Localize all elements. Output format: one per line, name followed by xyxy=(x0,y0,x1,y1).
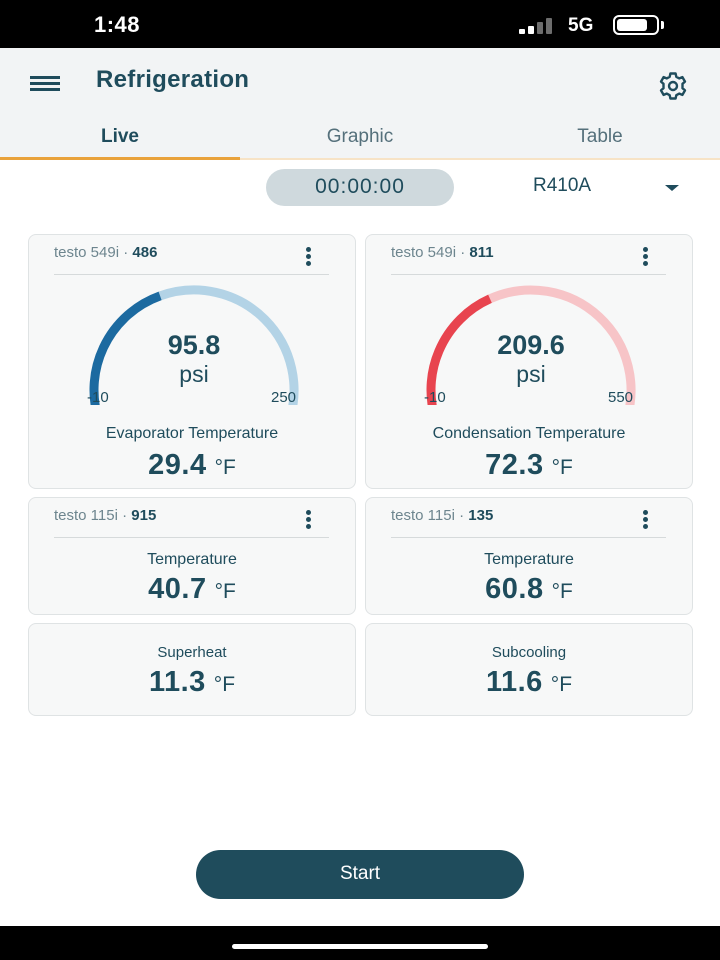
measurement-label: Evaporator Temperature xyxy=(105,425,279,442)
home-indicator[interactable] xyxy=(232,944,488,949)
gauge-value: 209.6 xyxy=(497,330,565,360)
device-separator: · xyxy=(460,244,466,261)
more-options-icon[interactable] xyxy=(301,245,317,267)
temperature-card-1: testo 115i · 915 Temperature 40.7 °F xyxy=(28,497,356,615)
superheat-card: Superheat 11.3 °F xyxy=(28,623,356,716)
temperature-card-2: testo 115i · 135 Temperature 60.8 °F xyxy=(365,497,693,615)
dropdown-arrow-icon[interactable] xyxy=(665,185,679,191)
pressure-gauge-arc xyxy=(426,285,636,405)
app-header: Refrigeration Live Graphic Table xyxy=(0,48,720,160)
measurement-label: Superheat xyxy=(157,644,227,661)
device-serial: 486 xyxy=(132,244,158,261)
measurement-label: Temperature xyxy=(484,551,574,568)
refrigerant-select-value[interactable]: R410A xyxy=(533,175,592,196)
status-bar: 1:48 5G xyxy=(0,0,720,48)
gauge-min-label: -10 xyxy=(424,389,446,406)
start-button[interactable]: Start xyxy=(196,850,524,899)
more-options-icon[interactable] xyxy=(301,508,317,530)
gauge-max-label: 550 xyxy=(608,389,634,406)
reading-value: 72.3 xyxy=(485,449,544,481)
device-separator: · xyxy=(123,244,129,261)
card-device-header: testo 549i · 486 xyxy=(54,244,157,261)
measurement-reading: 40.7 °F xyxy=(29,573,355,606)
gauge-max-label: 250 xyxy=(271,389,297,406)
gear-icon[interactable] xyxy=(655,68,691,104)
reading-value: 40.7 xyxy=(148,573,207,605)
measurement-reading: 60.8 °F xyxy=(366,573,692,606)
reading-unit: °F xyxy=(214,580,236,603)
device-name: testo 115i xyxy=(54,507,118,524)
pressure-card-high: testo 549i · 811 209.6 psi -10 550 Conde… xyxy=(365,234,693,489)
measurement-reading: 11.3 °F xyxy=(29,666,355,699)
gauge-min-label: -10 xyxy=(87,389,109,406)
device-serial: 915 xyxy=(131,507,157,524)
home-bar xyxy=(0,926,720,960)
measurement-label: Temperature xyxy=(147,551,237,568)
tab-live[interactable]: Live xyxy=(100,126,140,147)
page-title: Refrigeration xyxy=(96,66,250,93)
measurement-reading: 11.6 °F xyxy=(366,666,692,699)
card-divider xyxy=(54,537,329,538)
more-options-icon[interactable] xyxy=(638,245,654,267)
reading-value: 29.4 xyxy=(148,449,207,481)
status-time: 1:48 xyxy=(94,12,141,37)
card-divider xyxy=(54,274,329,275)
more-options-icon[interactable] xyxy=(638,508,654,530)
reading-value: 60.8 xyxy=(485,573,544,605)
gauge-unit: psi xyxy=(179,361,209,387)
tab-bar: Live Graphic Table xyxy=(0,118,720,160)
reading-unit: °F xyxy=(550,673,573,696)
device-name: testo 549i xyxy=(54,244,120,261)
tab-graphic[interactable]: Graphic xyxy=(326,126,394,147)
reading-unit: °F xyxy=(551,580,573,603)
reading-unit: °F xyxy=(213,673,236,696)
card-divider xyxy=(391,274,666,275)
tab-table[interactable]: Table xyxy=(577,126,623,147)
device-serial: 811 xyxy=(469,244,494,261)
reading-value: 11.6 xyxy=(485,666,543,698)
tab-divider xyxy=(0,158,720,160)
device-serial: 135 xyxy=(468,507,494,524)
app-screen: Refrigeration Live Graphic Table 00:00:0… xyxy=(0,48,720,926)
cellular-signal-icon xyxy=(519,18,559,34)
subcooling-card: Subcooling 11.6 °F xyxy=(365,623,693,716)
hamburger-menu-icon[interactable] xyxy=(30,72,64,94)
card-device-header: testo 115i · 915 xyxy=(54,507,156,524)
card-divider xyxy=(391,537,666,538)
reading-value: 11.3 xyxy=(148,666,206,698)
card-device-header: testo 549i · 811 xyxy=(391,244,494,261)
battery-tip xyxy=(661,21,664,29)
pressure-card-low: testo 549i · 486 95.8 psi -10 250 Evapor… xyxy=(28,234,356,489)
reading-unit: °F xyxy=(551,456,573,479)
measurement-reading: 29.4 °F xyxy=(29,449,355,482)
device-name: testo 549i xyxy=(391,244,457,261)
pressure-gauge-arc xyxy=(89,285,299,405)
gauge-value: 95.8 xyxy=(167,330,221,360)
battery-icon xyxy=(613,15,659,35)
measurement-label: Subcooling xyxy=(491,644,567,661)
card-device-header: testo 115i · 135 xyxy=(391,507,493,524)
measurement-reading: 72.3 °F xyxy=(366,449,692,482)
gauge-unit: psi xyxy=(516,361,546,387)
reading-unit: °F xyxy=(214,456,236,479)
device-separator: · xyxy=(122,507,128,524)
active-tab-indicator xyxy=(0,157,240,160)
measurement-timer: 00:00:00 xyxy=(266,169,454,206)
device-separator: · xyxy=(459,507,465,524)
measurement-label: Condensation Temperature xyxy=(432,425,626,442)
device-name: testo 115i xyxy=(391,507,455,524)
network-type: 5G xyxy=(568,15,594,36)
